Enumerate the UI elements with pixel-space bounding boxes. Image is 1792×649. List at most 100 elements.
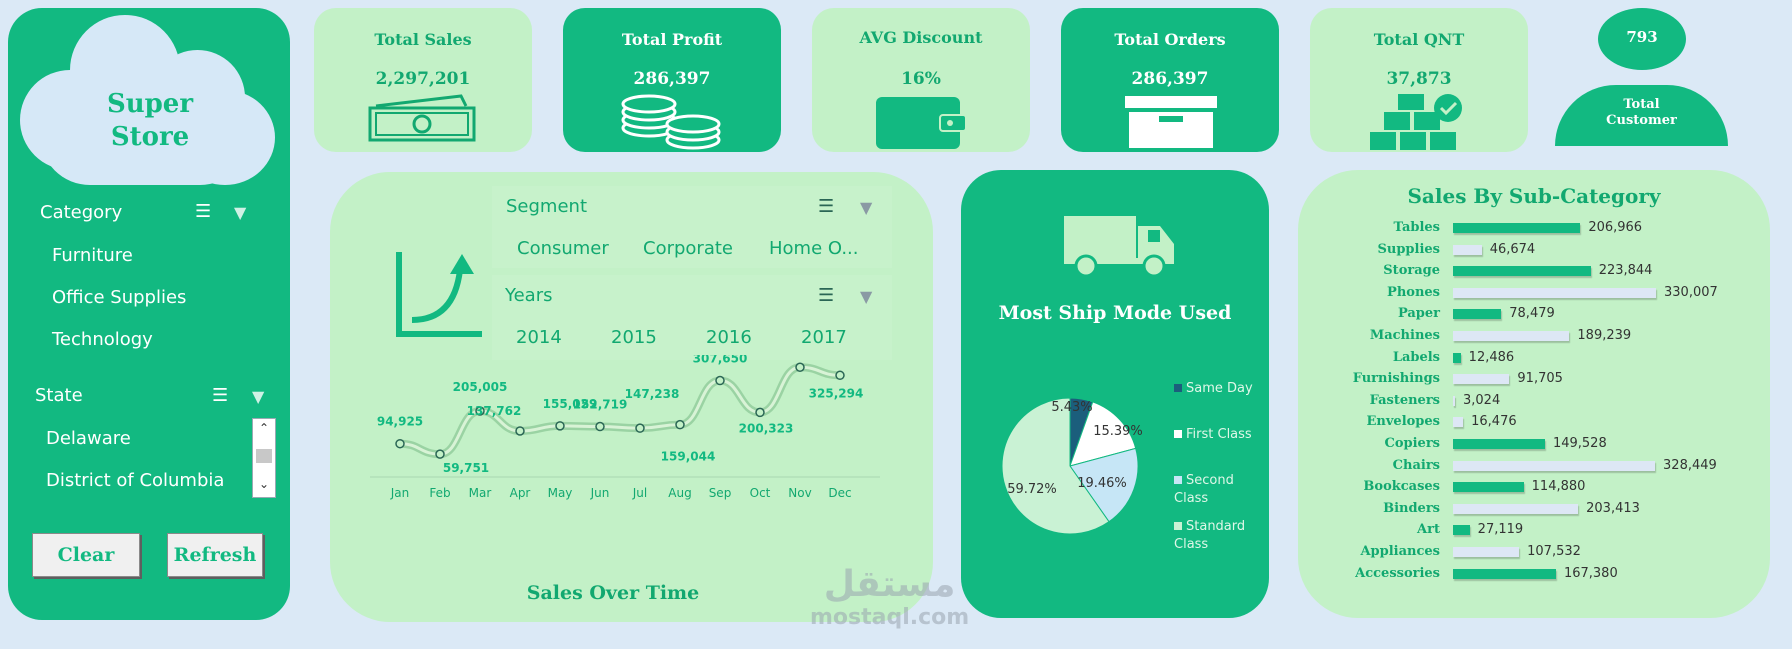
category-item-technology[interactable]: Technology <box>52 329 153 350</box>
clear-filter-icon[interactable]: ▼ <box>252 387 265 406</box>
kpi-total-profit: Total Profit 286,397 <box>563 8 781 152</box>
year-item-2017[interactable]: 2017 <box>801 327 847 348</box>
x-tick-label: Mar <box>469 486 492 500</box>
bar-row: Paper 78,479 <box>1290 304 1770 324</box>
segment-item-home-office[interactable]: Home O... <box>769 238 859 259</box>
sub-category-title: Sales By Sub-Category <box>1407 184 1661 208</box>
segment-slicer-title: Segment <box>506 196 587 217</box>
kpi-title: Total Orders <box>1114 30 1226 49</box>
year-item-2015[interactable]: 2015 <box>611 327 657 348</box>
bar-row: Binders 203,413 <box>1290 499 1770 519</box>
year-item-2016[interactable]: 2016 <box>706 327 752 348</box>
clear-filter-icon[interactable]: ▼ <box>234 203 247 222</box>
bar-category-label: Accessories <box>1355 565 1440 581</box>
scroll-thumb[interactable] <box>256 449 272 463</box>
data-label: 205,005 <box>453 380 508 394</box>
sales-over-time-chart: 94,925 Jan 59,751 Feb 205,005 Mar 137,762 Apr 15… <box>370 355 880 500</box>
x-tick-label: Feb <box>429 486 450 500</box>
bar-value-label: 203,413 <box>1586 500 1640 516</box>
kpi-value: 2,297,201 <box>375 69 471 89</box>
bar <box>1453 287 1656 298</box>
segment-item-corporate[interactable]: Corporate <box>643 238 733 259</box>
bar-value-label: 189,239 <box>1577 328 1632 343</box>
data-label: 147,238 <box>625 387 680 401</box>
years-slicer <box>492 275 892 360</box>
legend-label: Second Class <box>1174 473 1234 506</box>
clear-filter-icon[interactable]: ▼ <box>860 287 873 306</box>
bar-value-label: 223,844 <box>1598 263 1653 279</box>
watermark-latin: mostaql.com <box>810 605 970 630</box>
kpi-total-qnt: Total QNT 37,873 <box>1310 8 1528 152</box>
series-line <box>399 365 841 456</box>
data-label: 137,762 <box>467 404 522 418</box>
bar-value-label: 12,486 <box>1468 349 1515 365</box>
pie-slice <box>1001 397 1110 535</box>
state-scrollbar[interactable]: ⌃ ⌄ <box>252 418 276 498</box>
bar <box>1453 417 1464 428</box>
bar <box>1453 374 1510 385</box>
bar <box>1453 482 1524 493</box>
super-store-logo: Super Store <box>20 10 280 185</box>
bar-category-label: Bookcases <box>1363 479 1440 495</box>
truck-icon <box>1064 216 1174 278</box>
bar-row: Supplies 46,674 <box>1290 240 1770 260</box>
clear-filter-icon[interactable]: ▼ <box>860 198 873 217</box>
multi-select-icon[interactable]: ☰ <box>818 196 835 217</box>
data-label: 325,294 <box>809 386 864 400</box>
refresh-button[interactable]: Refresh <box>167 533 263 577</box>
bar <box>1453 331 1570 341</box>
data-label: 152,719 <box>573 398 628 412</box>
kpi-avg-discount: AVG Discount 16% <box>812 8 1030 152</box>
x-tick-label: Oct <box>750 486 771 500</box>
bar-value-label: 3,024 <box>1463 392 1501 408</box>
multi-select-icon[interactable]: ☰ <box>212 385 229 406</box>
data-point <box>395 438 405 449</box>
pie-slice <box>1069 447 1139 523</box>
customer-avatar-body: Total Customer <box>1555 85 1728 146</box>
data-point <box>435 449 445 459</box>
scroll-up-icon[interactable]: ⌃ <box>259 421 270 435</box>
kpi-value: 286,397 <box>633 69 711 89</box>
multi-select-icon[interactable]: ☰ <box>818 285 835 306</box>
bar <box>1453 568 1556 579</box>
x-tick-label: May <box>548 486 573 500</box>
category-item-furniture[interactable]: Furniture <box>52 245 133 266</box>
bar <box>1453 460 1656 471</box>
bar-category-label: Tables <box>1393 220 1440 235</box>
x-tick-label: Jan <box>390 486 410 500</box>
category-item-office-supplies[interactable]: Office Supplies <box>52 287 187 308</box>
ship-mode-legend: Same Day First Class Second Class Standa… <box>1174 380 1264 554</box>
clear-button[interactable]: Clear <box>32 533 140 577</box>
kpi-total-sales: Total Sales 2,297,201 <box>314 8 532 152</box>
kpi-value: 16% <box>901 69 941 89</box>
bar-value-label: 27,119 <box>1477 522 1524 538</box>
state-item-delaware[interactable]: Delaware <box>46 428 131 449</box>
legend-label: Standard Class <box>1174 519 1246 552</box>
bar <box>1453 547 1520 557</box>
bar-row: Chairs 328,449 <box>1290 456 1770 476</box>
logo-line-1: Super <box>106 89 194 119</box>
pie-slice <box>1069 401 1137 467</box>
data-point <box>595 421 605 432</box>
bar <box>1453 525 1470 536</box>
scroll-down-icon[interactable]: ⌄ <box>259 477 270 491</box>
state-item-district-of-columbia[interactable]: District of Columbia <box>46 470 225 491</box>
year-item-2014[interactable]: 2014 <box>516 327 562 348</box>
multi-select-icon[interactable]: ☰ <box>195 201 212 222</box>
logo-text: Super Store <box>20 88 280 154</box>
data-label: 59,751 <box>443 461 489 475</box>
bar-value-label: 330,007 <box>1664 284 1718 300</box>
years-slicer-title: Years <box>505 285 553 306</box>
bar-row: Envelopes 16,476 <box>1290 412 1770 432</box>
legend-label: First Class <box>1186 427 1252 442</box>
ship-mode-pie: 5.43%15.39% 19.46% 59.72% <box>1001 397 1143 535</box>
legend-item-first-class: First Class <box>1174 426 1264 444</box>
bar-row: Appliances 107,532 <box>1290 542 1770 562</box>
bar <box>1453 223 1581 233</box>
wallet-icon <box>876 97 967 149</box>
watermark: مستقل mostaql.com <box>810 565 970 631</box>
segment-item-consumer[interactable]: Consumer <box>517 238 609 259</box>
kpi-value: 37,873 <box>1386 69 1452 89</box>
bar-row: Bookcases 114,880 <box>1290 477 1770 497</box>
x-tick-label: Dec <box>828 486 851 500</box>
